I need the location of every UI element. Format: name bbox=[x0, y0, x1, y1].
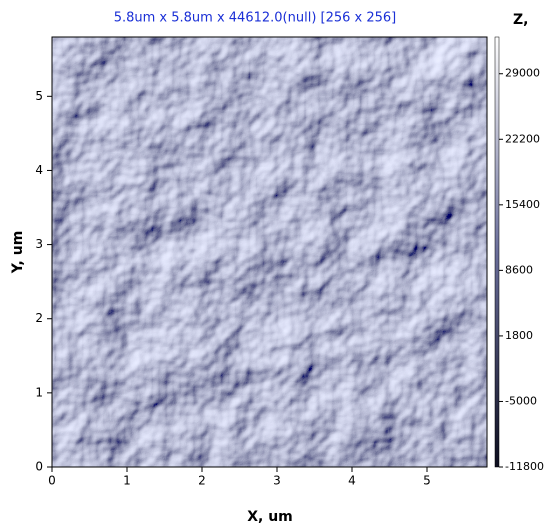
colorbar-tick-label: -11800 bbox=[505, 460, 544, 473]
x-tick-label: 5 bbox=[423, 474, 431, 488]
colorbar-tick-label: 29000 bbox=[505, 67, 540, 80]
y-tick-label: 5 bbox=[35, 89, 43, 103]
colorbar-tick-label: 1800 bbox=[505, 329, 533, 342]
afm-image bbox=[52, 37, 487, 467]
y-tick-label: 2 bbox=[35, 311, 43, 325]
x-tick-label: 2 bbox=[198, 474, 206, 488]
colorbar-tick-label: 22200 bbox=[505, 132, 540, 145]
y-tick-label: 3 bbox=[35, 237, 43, 251]
plot-frame bbox=[51, 36, 488, 468]
x-tick-label: 1 bbox=[123, 474, 131, 488]
x-tick-label: 3 bbox=[273, 474, 281, 488]
x-tick-label: 4 bbox=[348, 474, 356, 488]
y-tick-label: 1 bbox=[35, 385, 43, 399]
colorbar-tick-label: 15400 bbox=[505, 198, 540, 211]
y-tick-label: 0 bbox=[35, 460, 43, 474]
colorbar-label: Z, bbox=[513, 12, 528, 28]
y-axis-label: Y, um bbox=[10, 231, 26, 275]
colorbar-tick-label: 8600 bbox=[505, 263, 533, 276]
x-axis-label: X, um bbox=[247, 509, 293, 525]
colorbar-tick-label: -5000 bbox=[505, 394, 537, 407]
colorbar bbox=[494, 36, 500, 468]
chart-title: 5.8um x 5.8um x 44612.0(null) [256 x 256… bbox=[114, 11, 397, 26]
y-tick-label: 4 bbox=[35, 163, 43, 177]
x-tick-label: 0 bbox=[48, 474, 56, 488]
